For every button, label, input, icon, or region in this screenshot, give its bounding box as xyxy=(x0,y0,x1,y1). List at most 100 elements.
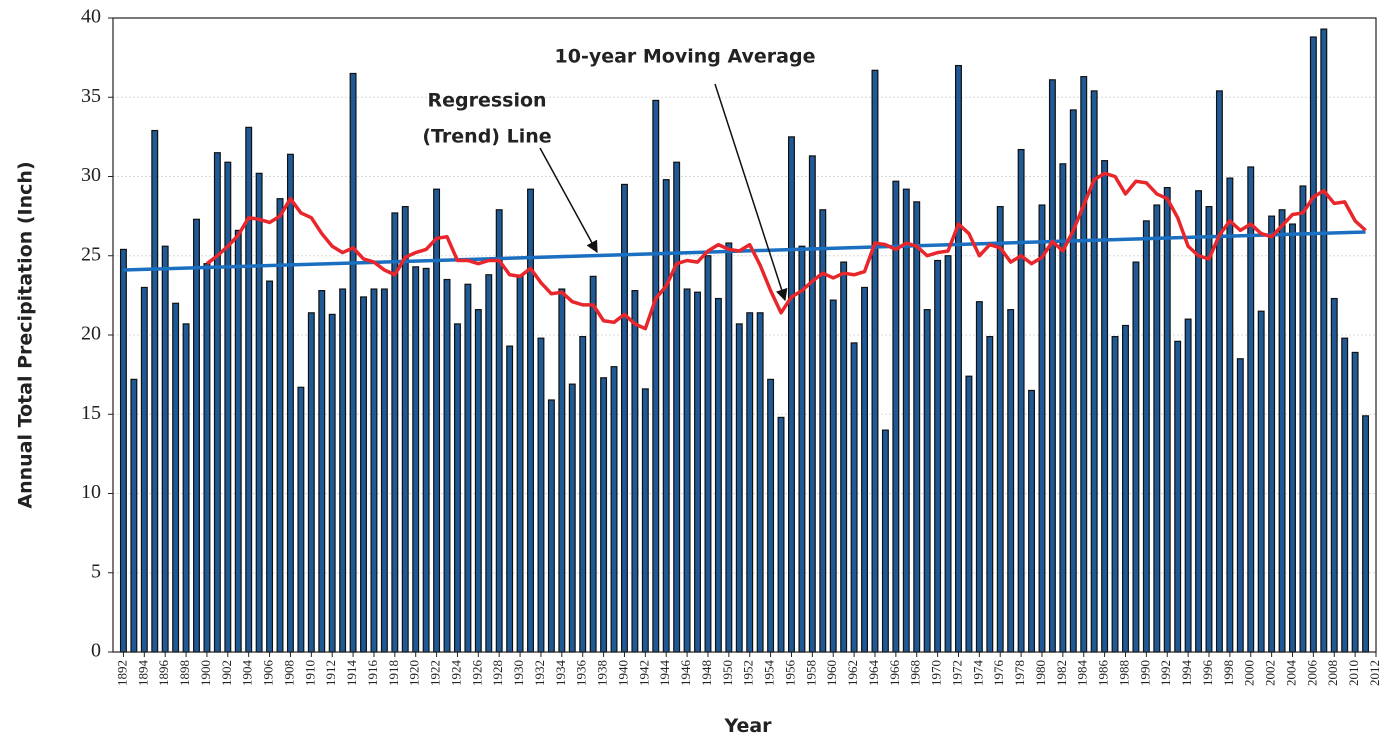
x-tick-label: 1930 xyxy=(511,660,526,686)
x-tick-label: 1922 xyxy=(428,660,443,686)
x-tick-label: 1988 xyxy=(1116,660,1131,686)
bar xyxy=(1163,186,1171,653)
bar xyxy=(871,69,879,653)
bar xyxy=(881,429,889,653)
bar xyxy=(161,245,169,653)
x-tick-label: 1924 xyxy=(448,660,463,687)
bar xyxy=(1195,190,1203,653)
bar xyxy=(798,245,806,653)
x-tick-label: 1918 xyxy=(386,660,401,686)
bar xyxy=(1268,215,1276,653)
x-tick-label: 1906 xyxy=(261,660,276,687)
bar xyxy=(861,286,869,653)
bar xyxy=(412,266,420,653)
bar xyxy=(318,290,326,653)
x-tick-label: 1934 xyxy=(553,660,568,687)
x-tick-label: 1912 xyxy=(323,660,338,686)
bar xyxy=(1351,351,1359,653)
bar xyxy=(777,416,785,653)
bar xyxy=(1132,261,1140,653)
bar xyxy=(443,278,451,653)
annotation: (Trend) Line xyxy=(422,126,551,148)
bar xyxy=(694,291,701,653)
bar xyxy=(339,288,347,653)
annotation-arrow xyxy=(714,83,788,302)
bar xyxy=(788,136,795,653)
x-tick-label: 2012 xyxy=(1367,660,1382,686)
bar xyxy=(297,386,305,653)
bar xyxy=(1153,204,1161,653)
bar xyxy=(151,129,159,653)
bar xyxy=(224,161,232,653)
bar xyxy=(808,155,816,653)
bar xyxy=(266,280,274,653)
bar xyxy=(1122,324,1129,653)
line xyxy=(205,171,1367,331)
bar xyxy=(245,126,253,653)
x-tick-label: 1980 xyxy=(1033,660,1048,686)
x-tick-label: 1952 xyxy=(741,660,756,686)
annotation: Regression xyxy=(427,90,546,112)
bar xyxy=(923,309,931,653)
x-tick-label: 1936 xyxy=(574,660,589,687)
bar xyxy=(172,302,180,653)
bar xyxy=(840,261,848,653)
bar xyxy=(767,378,775,653)
bar xyxy=(1048,79,1056,653)
bar xyxy=(1299,185,1307,653)
x-tick-label: 2004 xyxy=(1283,660,1298,687)
annotation: 10-year Moving Average xyxy=(555,46,816,68)
bar xyxy=(986,335,994,653)
bar xyxy=(652,99,660,653)
bar xyxy=(631,290,639,653)
bar xyxy=(892,180,900,653)
x-tick-label: 1896 xyxy=(156,660,171,687)
bar xyxy=(1289,223,1296,653)
x-tick-label: 1982 xyxy=(1054,660,1069,686)
bar xyxy=(955,64,962,653)
x-tick-label: 1978 xyxy=(1012,660,1027,686)
bar xyxy=(1059,163,1067,653)
bar xyxy=(1069,109,1077,653)
x-tick-label: 1962 xyxy=(845,660,860,686)
x-tick-label: 1970 xyxy=(929,660,944,686)
line xyxy=(123,230,1366,272)
bar xyxy=(370,288,378,653)
y-tick-label: 35 xyxy=(81,85,101,107)
bar xyxy=(328,313,336,653)
x-tick-label: 1960 xyxy=(824,660,839,686)
x-tick-label: 1942 xyxy=(636,660,651,686)
bar xyxy=(1142,220,1150,653)
bar xyxy=(1090,90,1098,653)
x-tick-label: 1990 xyxy=(1137,660,1152,686)
bar xyxy=(360,296,367,653)
x-tick-label: 1902 xyxy=(219,660,234,686)
bar xyxy=(1101,160,1109,653)
y-tick-label: 25 xyxy=(81,243,101,265)
bar xyxy=(913,201,921,653)
x-tick-label: 1910 xyxy=(302,660,317,686)
annotation-arrow xyxy=(539,147,598,254)
x-tick-label: 1972 xyxy=(949,660,964,686)
x-tick-label: 1996 xyxy=(1200,660,1215,687)
bar xyxy=(683,288,691,653)
x-tick-label: 2010 xyxy=(1346,660,1361,686)
bar xyxy=(130,378,138,653)
bar xyxy=(1080,76,1088,653)
x-tick-label: 1904 xyxy=(240,660,255,687)
x-tick-label: 1974 xyxy=(970,660,985,687)
x-tick-label: 1948 xyxy=(699,660,714,686)
x-tick-label: 1928 xyxy=(490,660,505,686)
x-tick-label: 2002 xyxy=(1263,660,1278,686)
bar xyxy=(547,399,555,653)
x-tick-label: 1958 xyxy=(803,660,818,686)
bar xyxy=(307,312,315,653)
x-axis-title: Year xyxy=(723,715,772,737)
bar xyxy=(704,255,712,653)
x-tick-label: 1998 xyxy=(1221,660,1236,686)
bar xyxy=(119,248,127,653)
bar xyxy=(568,383,576,653)
x-tick-label: 1966 xyxy=(887,660,902,687)
bar xyxy=(975,301,983,653)
